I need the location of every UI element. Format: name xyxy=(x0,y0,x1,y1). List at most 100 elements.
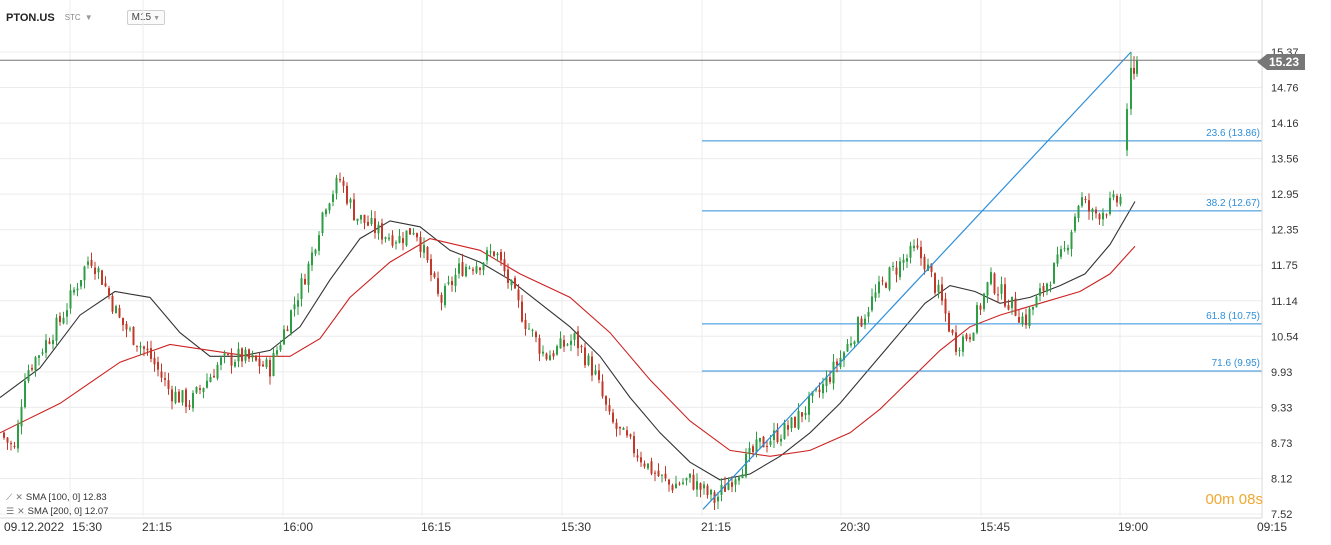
candle-body xyxy=(398,235,401,243)
candle-body xyxy=(710,490,712,495)
fib-level-label: 61.8 (10.75) xyxy=(1206,311,1260,322)
candle-body xyxy=(248,349,250,359)
candle-body xyxy=(195,387,198,393)
candle-body xyxy=(104,283,107,287)
symbol-label[interactable]: PTON.US xyxy=(6,11,55,24)
candle-body xyxy=(601,381,604,397)
candle-body xyxy=(486,250,488,261)
candle-body xyxy=(293,304,296,310)
candle-body xyxy=(867,311,870,317)
candle-body xyxy=(612,412,614,423)
candle-body xyxy=(290,310,292,333)
candle-body xyxy=(780,438,782,442)
candle-body xyxy=(384,237,387,239)
y-tick-label: 9.33 xyxy=(1271,402,1292,414)
candle-body xyxy=(178,391,180,403)
candle-body xyxy=(671,485,674,491)
candle-body xyxy=(199,388,201,390)
candle-body xyxy=(52,340,54,345)
candle-body xyxy=(234,362,236,367)
candle-body xyxy=(986,282,989,296)
candle-body xyxy=(997,294,999,296)
candle-body xyxy=(80,280,82,287)
y-tick-label: 13.56 xyxy=(1271,154,1299,166)
candle-body xyxy=(447,282,450,284)
candle-body xyxy=(930,263,933,272)
x-tick-label: 09:15 xyxy=(1257,520,1287,534)
candle-body xyxy=(615,422,618,429)
candle-body xyxy=(1102,212,1104,220)
legend-sma-100[interactable]: ⟋ ✕ SMA [100, 0] 12.83 xyxy=(6,492,107,503)
candle-body xyxy=(1098,214,1101,220)
candle-body xyxy=(430,259,432,275)
candle-body xyxy=(675,483,677,489)
candle-body xyxy=(829,377,831,382)
candle-body xyxy=(265,359,268,367)
candle-body xyxy=(794,417,796,428)
candle-body xyxy=(69,290,72,309)
x-tick-label: 16:00 xyxy=(283,520,313,534)
candle-body xyxy=(916,245,919,248)
candle-body xyxy=(237,348,240,362)
candle-body xyxy=(409,228,411,235)
candle-body xyxy=(94,267,96,274)
candle-body xyxy=(440,294,443,303)
legend-sma-200[interactable]: ☰ ✕ SMA [200, 0] 12.07 xyxy=(6,506,108,517)
candle-body xyxy=(661,474,663,476)
candle-body xyxy=(573,333,576,340)
sma-lines xyxy=(0,201,1136,481)
instrument-type-label: STC xyxy=(64,13,81,22)
grid xyxy=(0,0,1262,516)
candle-body xyxy=(804,412,807,416)
candle-body xyxy=(34,357,37,371)
candle-body xyxy=(976,305,978,333)
x-tick-label: 15:30 xyxy=(72,520,102,534)
candle-body xyxy=(1046,283,1048,292)
close-icon[interactable]: ✕ xyxy=(17,506,25,516)
candle-body xyxy=(979,305,982,310)
candle-body xyxy=(1018,317,1020,323)
edit-icon[interactable]: ⟋ xyxy=(6,492,13,502)
chevron-down-icon[interactable]: ▼ xyxy=(84,13,93,22)
candle-body xyxy=(818,389,821,392)
candle-body xyxy=(307,263,310,285)
candle-body xyxy=(944,298,947,314)
candle-body xyxy=(549,355,551,361)
candle-body xyxy=(927,264,929,271)
candle-body xyxy=(6,437,9,443)
candle-body xyxy=(444,286,446,306)
candle-body xyxy=(125,323,128,330)
candle-body xyxy=(395,242,397,244)
candle-body xyxy=(846,343,849,352)
candle-body xyxy=(346,185,348,204)
candle-body xyxy=(209,377,212,383)
candle-body xyxy=(594,370,597,375)
candle-body xyxy=(31,367,33,370)
candle-body xyxy=(629,434,632,437)
candle-body xyxy=(244,349,247,361)
candle-body xyxy=(598,370,600,380)
y-tick-label: 8.73 xyxy=(1271,438,1292,450)
y-tick-label: 8.12 xyxy=(1271,473,1292,485)
sma-100-line xyxy=(0,201,1136,481)
menu-icon[interactable]: ☰ xyxy=(6,506,15,516)
candle-body xyxy=(650,461,653,474)
candle-body xyxy=(962,336,964,352)
fibonacci-levels[interactable]: 23.6 (13.86) 38.2 (12.67) 61.8 (10.75) 71.6… xyxy=(702,128,1262,372)
trendline[interactable] xyxy=(702,51,1132,510)
candle-body xyxy=(220,357,222,365)
timeframe-dropdown[interactable]: M15 ▼ xyxy=(126,10,166,25)
candle-body xyxy=(888,267,891,290)
candle-body xyxy=(731,482,733,487)
overlays[interactable] xyxy=(0,51,1262,510)
y-tick-label: 14.16 xyxy=(1271,118,1299,130)
x-tick-label: 09.12.2022 xyxy=(4,520,64,534)
candle-body xyxy=(619,426,621,429)
candle-body xyxy=(636,455,639,458)
close-icon[interactable]: ✕ xyxy=(15,492,23,502)
candle-body xyxy=(251,355,254,358)
candle-body xyxy=(766,446,768,447)
candle-body xyxy=(580,346,583,348)
candle-body xyxy=(1011,296,1013,308)
